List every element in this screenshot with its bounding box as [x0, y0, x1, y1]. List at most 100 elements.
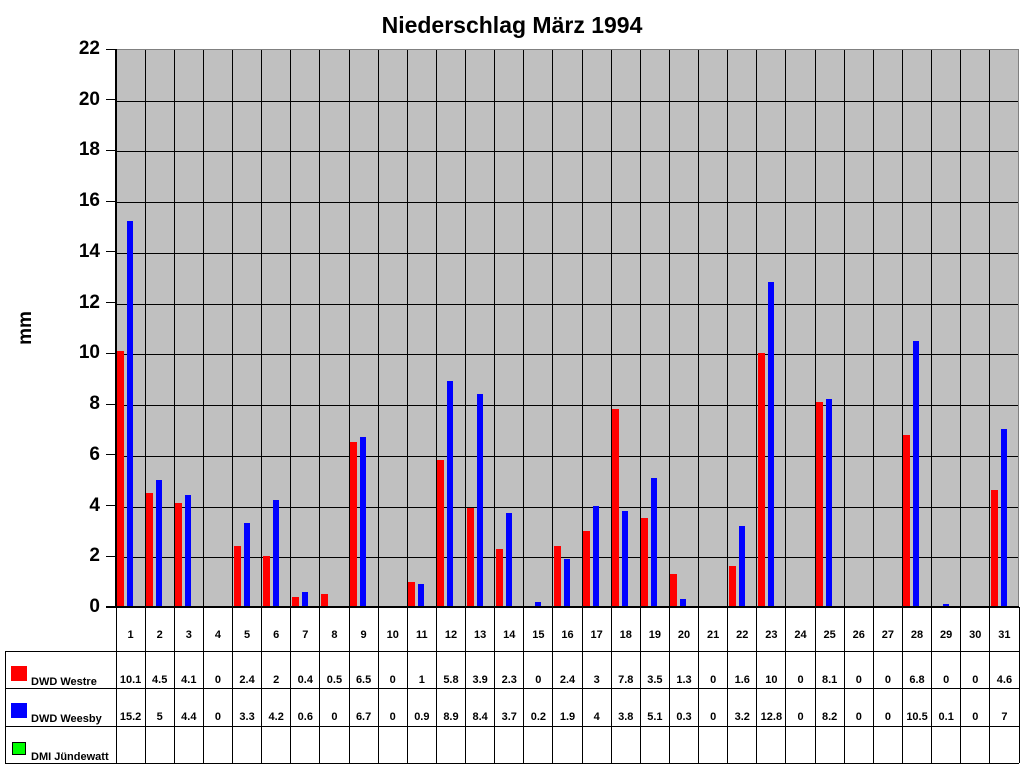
- table-value: 0: [884, 674, 891, 686]
- y-tick: [106, 251, 116, 253]
- table-value: 7.8: [618, 674, 634, 686]
- category-label: 19: [648, 629, 661, 641]
- table-value: 0: [972, 711, 979, 723]
- table-value: 2.4: [559, 674, 576, 686]
- table-rule: [348, 607, 350, 763]
- bar-dwd-westre-day-23: [757, 353, 765, 607]
- y-tick: [106, 352, 116, 354]
- bar-dwd-weesby-day-18: [622, 510, 629, 607]
- bar-dwd-westre-day-1: [117, 350, 124, 607]
- table-rule: [319, 607, 321, 763]
- y-tick-label: 2: [89, 545, 100, 567]
- table-rule: [494, 607, 496, 763]
- table-value: 2.4: [239, 674, 255, 686]
- h-gridline: [116, 557, 1018, 559]
- table-value: 0.3: [676, 711, 692, 723]
- bar-dwd-westre-day-12: [437, 459, 445, 607]
- category-label: 26: [852, 629, 865, 641]
- bar-dwd-westre-day-6: [262, 556, 270, 607]
- table-rule: [901, 607, 903, 763]
- table-value: 5.8: [443, 674, 459, 686]
- table-value: 0: [331, 711, 338, 723]
- bar-dwd-westre-day-25: [816, 401, 824, 607]
- category-label: 8: [331, 629, 338, 641]
- table-rule: [5, 688, 1019, 689]
- h-gridline: [116, 506, 1018, 508]
- legend-label: DWD Weesby: [31, 713, 102, 725]
- table-value: 1.6: [734, 674, 750, 686]
- category-label: 6: [273, 629, 280, 641]
- table-rule: [668, 607, 670, 763]
- v-gridline: [435, 50, 437, 607]
- y-tick: [106, 302, 116, 304]
- table-rule: [960, 607, 962, 763]
- table-value: 1.3: [676, 674, 692, 686]
- bar-dwd-weesby-day-31: [1000, 429, 1007, 607]
- y-tick: [106, 200, 116, 202]
- category-label: 4: [214, 629, 221, 641]
- bar-dwd-westre-day-8: [320, 594, 328, 607]
- table-value: 4.4: [181, 711, 197, 723]
- bar-dwd-weesby-day-17: [593, 505, 600, 607]
- y-tick: [106, 403, 116, 405]
- v-gridline: [202, 50, 204, 607]
- bar-dwd-westre-day-16: [553, 546, 561, 607]
- v-gridline: [785, 50, 787, 607]
- table-value: 0: [884, 711, 891, 723]
- table-value: 0: [535, 674, 542, 686]
- table-rule: [523, 607, 525, 763]
- table-value: 4: [593, 711, 600, 723]
- bar-dwd-westre-day-20: [670, 574, 678, 607]
- table-value: 0: [710, 711, 717, 723]
- table-value: 0: [972, 674, 979, 686]
- bar-dwd-weesby-day-11: [418, 584, 425, 607]
- category-label: 5: [244, 629, 251, 641]
- y-tick: [106, 454, 116, 456]
- bar-dwd-weesby-day-15: [534, 601, 541, 607]
- v-gridline: [931, 50, 933, 607]
- table-rule: [261, 607, 263, 763]
- bar-dwd-westre-day-22: [728, 566, 736, 607]
- table-rule: [377, 607, 379, 763]
- table-value: 4.1: [181, 674, 197, 686]
- table-rule: [144, 607, 146, 763]
- y-tick-label: 18: [78, 139, 100, 161]
- bar-dwd-weesby-day-13: [476, 393, 483, 607]
- h-gridline: [116, 151, 1018, 153]
- bar-dwd-weesby-day-2: [156, 480, 163, 607]
- bar-dwd-westre-day-7: [291, 596, 299, 607]
- table-rule: [202, 607, 204, 763]
- category-label: 20: [677, 629, 691, 641]
- table-value: 1.9: [559, 711, 576, 723]
- table-rule: [5, 763, 1019, 764]
- v-gridline: [523, 50, 525, 607]
- category-label: 14: [503, 629, 516, 641]
- v-gridline: [639, 50, 641, 607]
- category-label: 1: [127, 629, 134, 641]
- v-gridline: [173, 50, 175, 607]
- table-rule: [1018, 607, 1020, 763]
- category-label: 25: [823, 629, 836, 641]
- table-rule: [115, 607, 117, 763]
- table-rule: [872, 607, 874, 763]
- table-rule: [435, 607, 437, 763]
- category-label: 18: [619, 629, 632, 641]
- y-tick: [106, 555, 116, 557]
- v-gridline: [144, 50, 146, 607]
- v-gridline: [290, 50, 292, 607]
- bar-dwd-weesby-day-29: [942, 604, 949, 607]
- table-value: 3.2: [734, 711, 750, 723]
- table-value: 0: [214, 674, 221, 686]
- v-gridline: [960, 50, 962, 607]
- bar-dwd-weesby-day-19: [651, 477, 658, 607]
- table-value: 0: [389, 711, 396, 723]
- bar-dwd-westre-day-19: [641, 518, 649, 607]
- table-value: 3.8: [618, 711, 634, 723]
- legend-swatch-dwd-westre: [11, 666, 27, 681]
- bar-dwd-westre-day-31: [990, 490, 998, 607]
- table-value: 0: [797, 711, 804, 723]
- v-gridline: [872, 50, 874, 607]
- table-value: 6.8: [909, 674, 925, 686]
- table-value: 2.3: [501, 674, 517, 686]
- y-tick-label: 14: [78, 240, 100, 262]
